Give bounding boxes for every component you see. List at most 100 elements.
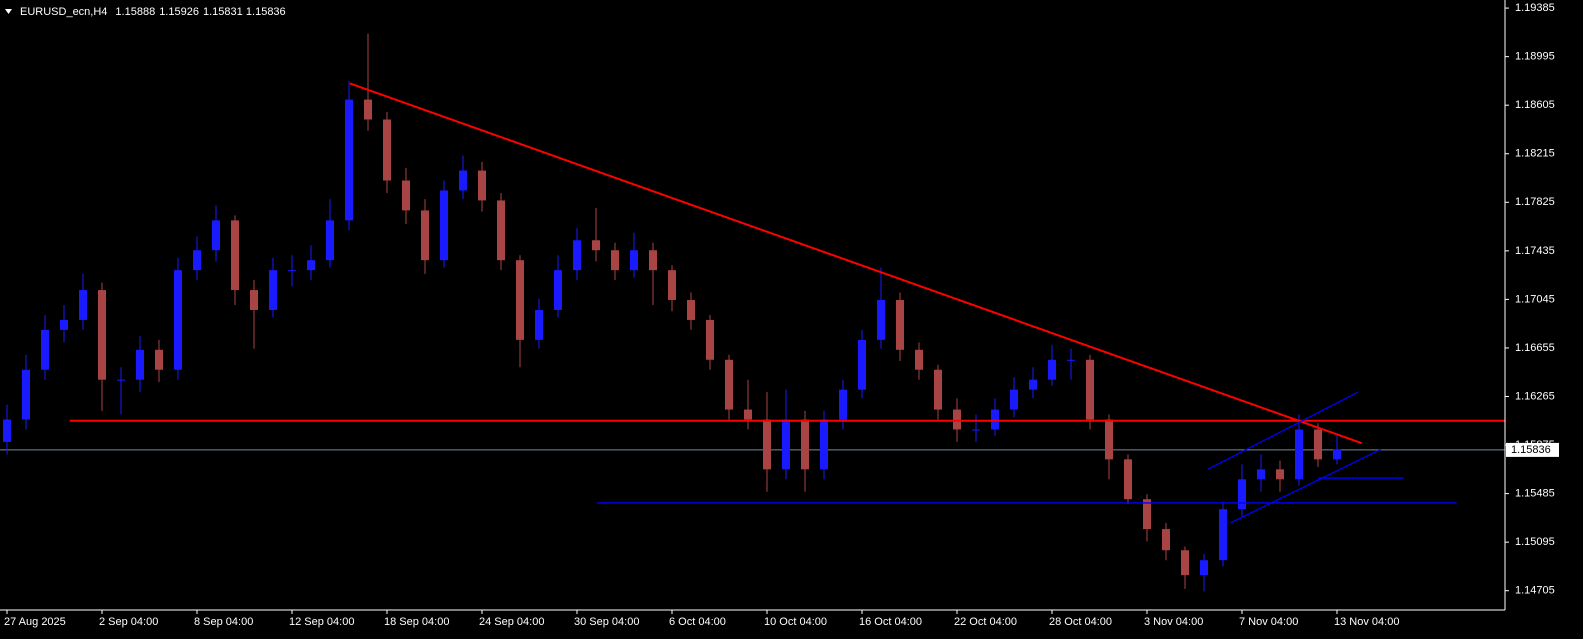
- candle-body: [953, 409, 961, 430]
- candle-body: [706, 319, 714, 360]
- chart-title: EURUSD_ecn,H4: [20, 6, 107, 18]
- candle-body: [136, 349, 144, 380]
- candle-body: [1162, 529, 1170, 551]
- candle-body: [307, 260, 315, 271]
- candle-body: [630, 250, 638, 271]
- candle-body: [231, 220, 239, 291]
- candle-body: [1238, 479, 1246, 510]
- menu-triangle[interactable]: [5, 9, 12, 14]
- candle-body: [440, 190, 448, 261]
- y-tick-label: 1.15095: [1515, 536, 1555, 548]
- y-tick-label: 1.17825: [1515, 196, 1555, 208]
- candle-body: [573, 240, 581, 271]
- candle-body: [345, 99, 353, 221]
- trend-line: [1207, 391, 1359, 470]
- y-tick-label: 1.14705: [1515, 585, 1555, 597]
- header-value: 1.15926: [159, 6, 199, 18]
- x-tick-label: 7 Nov 04:00: [1239, 616, 1298, 628]
- candle-body: [1276, 469, 1284, 480]
- x-tick-label: 10 Oct 04:00: [764, 616, 827, 628]
- trend-line: [349, 82, 1363, 445]
- candle-body: [1105, 419, 1113, 460]
- candle-body: [193, 250, 201, 271]
- current-price-box: [1506, 442, 1559, 457]
- trend-line: [1230, 448, 1381, 524]
- candle-body: [22, 369, 30, 420]
- candle-body: [421, 210, 429, 261]
- x-tick-label: 30 Sep 04:00: [574, 616, 639, 628]
- candle-body: [288, 270, 296, 272]
- header-value: 1.15836: [246, 6, 286, 18]
- x-tick-label: 16 Oct 04:00: [859, 616, 922, 628]
- candle-body: [554, 270, 562, 310]
- candle-body: [1029, 379, 1037, 390]
- candle-body: [1257, 469, 1265, 480]
- candle-body: [1200, 560, 1208, 576]
- candle-body: [326, 220, 334, 261]
- candle-body: [611, 250, 619, 271]
- header-value: 1.15831: [203, 6, 243, 18]
- y-tick-label: 1.15485: [1515, 488, 1555, 500]
- candle-body: [1067, 359, 1075, 361]
- y-tick-label: 1.16655: [1515, 342, 1555, 354]
- x-tick-label: 18 Sep 04:00: [384, 616, 449, 628]
- candle-body: [1010, 389, 1018, 410]
- candle-body: [1295, 429, 1303, 480]
- candle-body: [877, 300, 885, 340]
- candle-body: [459, 170, 467, 191]
- candle-body: [60, 319, 68, 330]
- candle-body: [592, 240, 600, 251]
- candle-body: [649, 250, 657, 271]
- candle-body: [668, 270, 676, 301]
- y-tick-label: 1.16265: [1515, 390, 1555, 402]
- candle-body: [991, 409, 999, 430]
- candle-body: [478, 170, 486, 201]
- candle-body: [383, 119, 391, 181]
- candle-body: [79, 290, 87, 320]
- x-tick-label: 24 Sep 04:00: [479, 616, 544, 628]
- candle-body: [725, 359, 733, 410]
- candle-body: [744, 409, 752, 420]
- candle-body: [117, 379, 125, 381]
- candle-body: [1333, 449, 1341, 460]
- candle-body: [801, 419, 809, 470]
- candle-body: [896, 300, 904, 350]
- candle-body: [1314, 429, 1322, 460]
- candle-body: [687, 300, 695, 320]
- candle-body: [402, 180, 410, 211]
- current-price-label: 1.15836: [1511, 444, 1551, 456]
- y-tick-label: 1.19385: [1515, 2, 1555, 14]
- x-tick-label: 22 Oct 04:00: [954, 616, 1017, 628]
- candle-body: [782, 419, 790, 470]
- y-tick-label: 1.18995: [1515, 51, 1555, 63]
- chart-header: EURUSD_ecn,H4 1.15888 1.15926 1.15831 1.1583…: [20, 6, 286, 18]
- x-tick-label: 13 Nov 04:00: [1334, 616, 1399, 628]
- candle-body: [516, 260, 524, 340]
- candle-body: [1086, 359, 1094, 420]
- x-tick-label: 6 Oct 04:00: [669, 616, 726, 628]
- x-tick-label: 3 Nov 04:00: [1144, 616, 1203, 628]
- plot-area: [0, 33, 1505, 592]
- candle-body: [1181, 550, 1189, 576]
- y-tick-label: 1.17435: [1515, 245, 1555, 257]
- candle-body: [174, 270, 182, 370]
- x-tick-label: 27 Aug 2025: [4, 616, 66, 628]
- candle-body: [839, 389, 847, 420]
- x-tick-label: 12 Sep 04:00: [289, 616, 354, 628]
- candle-body: [41, 329, 49, 370]
- candle-body: [535, 309, 543, 340]
- candle-body: [269, 270, 277, 310]
- candle-body: [3, 419, 11, 442]
- candle-body: [1124, 459, 1132, 500]
- x-tick-label: 8 Sep 04:00: [194, 616, 253, 628]
- y-tick-label: 1.18605: [1515, 99, 1555, 111]
- candle-body: [250, 290, 258, 310]
- candle-body: [972, 429, 980, 431]
- candle-body: [155, 349, 163, 370]
- candle-body: [212, 220, 220, 251]
- candle-body: [858, 339, 866, 390]
- candle-body: [98, 290, 106, 380]
